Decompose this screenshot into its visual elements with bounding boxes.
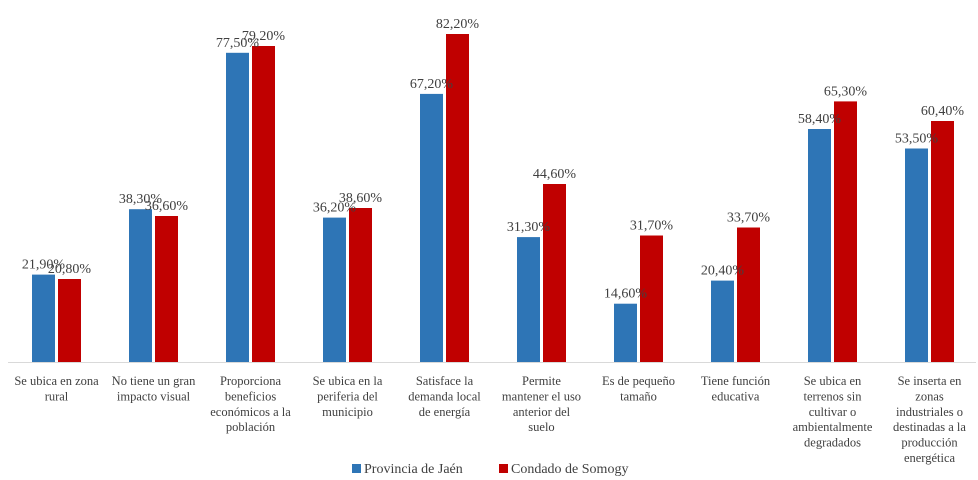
data-label-condado-de-somogy-1: 20,80% (48, 262, 92, 277)
category-label-10: Se inserta en zonas industriales o destinad… (893, 374, 966, 465)
legend-label-condado-de-somogy: Condado de Somogy (511, 462, 628, 477)
bar-provincia-de-jaen-5 (420, 93, 443, 363)
data-label-provincia-de-jaen-10: 53,50% (895, 132, 939, 147)
data-label-condado-de-somogy-8: 33,70% (727, 211, 771, 226)
bar-condado-de-somogy-10 (931, 121, 954, 362)
value-labels-group: 21,90%20,80% 38,30%36,60% 77,50%79,20% 36,2… (22, 17, 965, 302)
data-label-provincia-de-jaen-6: 31,30% (507, 220, 551, 235)
bar-provincia-de-jaen-6 (517, 237, 540, 362)
bar-provincia-de-jaen-3 (226, 52, 249, 363)
bar-provincia-de-jaen-8 (711, 280, 734, 362)
bar-condado-de-somogy-3 (252, 46, 275, 362)
bar-provincia-de-jaen-4 (323, 217, 346, 362)
bar-condado-de-somogy-4 (349, 208, 372, 362)
bar-condado-de-somogy-5 (446, 34, 469, 362)
bars-group (32, 34, 954, 363)
category-labels-group: Se ubica en zona rural No tiene un gran imp… (14, 374, 966, 465)
data-label-condado-de-somogy-3: 79,20% (242, 29, 286, 44)
bar-condado-de-somogy-6 (543, 184, 566, 362)
data-label-provincia-de-jaen-1: 21,90% (22, 258, 66, 273)
data-label-provincia-de-jaen-2: 38,30% (119, 192, 163, 207)
category-label-5: Satisface la demanda local de energía (408, 374, 481, 419)
category-label-4: Se ubica en la periferia del municipio (313, 374, 383, 419)
data-label-condado-de-somogy-4: 38,60% (339, 191, 383, 206)
bar-provincia-de-jaen-7 (614, 303, 637, 362)
data-label-provincia-de-jaen-7: 14,60% (604, 287, 648, 302)
legend: Provincia de Jaén Condado de Somogy (352, 462, 628, 477)
data-label-provincia-de-jaen-5: 67,20% (410, 77, 454, 92)
bar-provincia-de-jaen-9 (808, 129, 831, 362)
category-label-6: Permite mantener el uso anterior del suelo (502, 374, 581, 434)
bar-condado-de-somogy-9 (834, 101, 857, 363)
bar-condado-de-somogy-1 (58, 279, 81, 362)
category-label-9: Se ubica en terrenos sin cultivar o ambient… (793, 374, 873, 450)
bar-condado-de-somogy-7 (640, 235, 663, 362)
data-label-provincia-de-jaen-9: 58,40% (798, 112, 842, 127)
data-label-condado-de-somogy-6: 44,60% (533, 167, 577, 182)
category-label-7: Es de pequeño tamaño (602, 374, 675, 403)
bar-provincia-de-jaen-10 (905, 148, 928, 362)
data-label-condado-de-somogy-10: 60,40% (921, 104, 965, 119)
category-label-3: Proporciona beneficios económicos a la pobl… (210, 374, 291, 434)
data-label-condado-de-somogy-5: 82,20% (436, 17, 480, 32)
data-label-condado-de-somogy-7: 31,70% (630, 219, 674, 234)
data-label-provincia-de-jaen-8: 20,40% (701, 264, 745, 279)
legend-label-provincia-de-jaen: Provincia de Jaén (364, 462, 463, 477)
category-label-8: Tiene función educativa (701, 374, 771, 403)
bar-provincia-de-jaen-1 (32, 274, 55, 362)
bar-provincia-de-jaen-2 (129, 209, 152, 362)
bar-condado-de-somogy-8 (737, 227, 760, 362)
data-label-provincia-de-jaen-3: 77,50% (216, 36, 260, 51)
category-label-1: Se ubica en zona rural (14, 374, 99, 403)
legend-swatch-provincia-de-jaen (352, 464, 361, 473)
data-label-condado-de-somogy-2: 36,60% (145, 199, 189, 214)
legend-swatch-condado-de-somogy (499, 464, 508, 473)
data-label-condado-de-somogy-9: 65,30% (824, 84, 868, 99)
data-label-provincia-de-jaen-4: 36,20% (313, 201, 357, 216)
category-label-2: No tiene un gran impacto visual (112, 374, 196, 403)
bar-condado-de-somogy-2 (155, 216, 178, 362)
